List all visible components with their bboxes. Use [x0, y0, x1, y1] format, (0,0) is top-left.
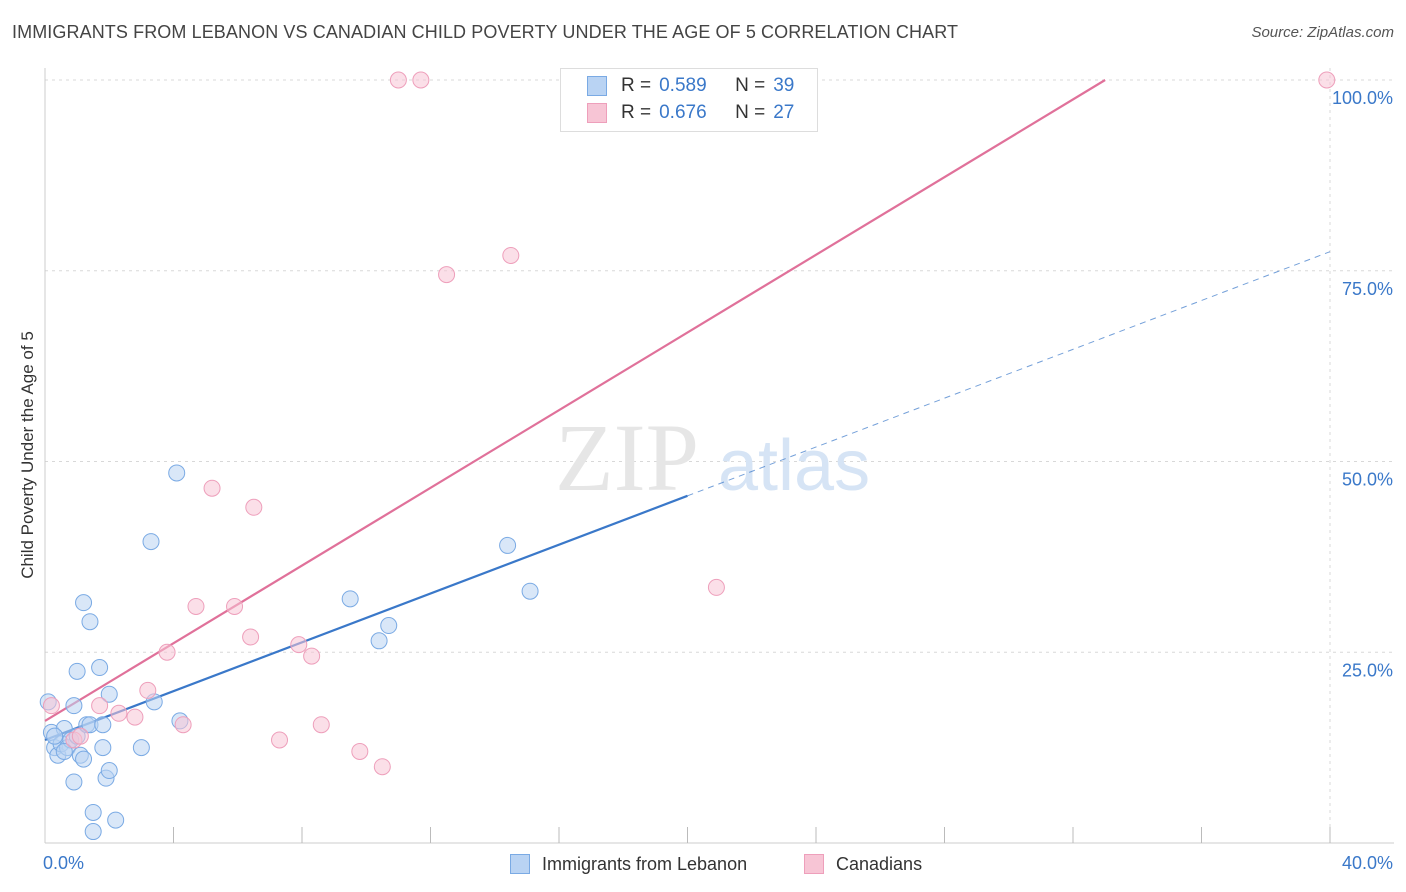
data-point-lebanon — [75, 594, 93, 612]
data-point-canadians — [91, 697, 109, 715]
tick-labels: 25.0% 50.0% 75.0% 100.0% 0.0% 40.0% — [43, 88, 1393, 873]
data-point-lebanon — [521, 582, 539, 600]
n-label: N = — [735, 75, 766, 96]
data-point-canadians — [351, 742, 369, 760]
legend-label-lebanon: Immigrants from Lebanon — [542, 853, 748, 874]
stats-legend-row-blue: R = 0.589 N = 39 — [587, 74, 794, 98]
data-point-canadians — [110, 704, 128, 722]
data-point-canadians — [707, 578, 725, 596]
pink-swatch — [587, 103, 607, 123]
data-point-canadians — [303, 647, 321, 665]
x-tick-label: 40.0% — [1342, 853, 1393, 873]
n-label: N = — [735, 102, 766, 123]
chart-title: IMMIGRANTS FROM LEBANON VS CANADIAN CHIL… — [12, 22, 959, 42]
data-point-lebanon — [81, 613, 99, 631]
data-point-lebanon — [107, 811, 125, 829]
blue-legend-swatch — [510, 854, 530, 874]
data-point-canadians — [226, 597, 244, 615]
axes — [44, 68, 1394, 844]
data-point-lebanon — [380, 617, 398, 635]
data-point-canadians — [389, 71, 407, 89]
legend-label-canadians: Canadians — [836, 853, 923, 874]
watermark-atlas: atlas — [718, 426, 870, 506]
n-value-pink: 27 — [773, 102, 795, 123]
stats-legend-row-pink: R = 0.676 N = 27 — [587, 101, 794, 125]
data-point-canadians — [502, 246, 520, 264]
data-point-lebanon — [91, 659, 109, 677]
blue-swatch — [587, 76, 607, 96]
data-point-canadians — [438, 266, 456, 284]
x-tick-label: 0.0% — [43, 853, 84, 873]
data-point-lebanon — [55, 742, 73, 760]
y-tick-label: 25.0% — [1342, 660, 1393, 680]
data-point-lebanon — [142, 533, 160, 551]
data-point-canadians — [139, 681, 157, 699]
trend-line-canadians — [44, 79, 1106, 722]
data-point-lebanon — [94, 716, 112, 734]
legend-item-canadians[interactable]: Canadians — [804, 850, 922, 878]
r-label: R = — [621, 102, 652, 123]
data-point-canadians — [271, 731, 289, 749]
r-label: R = — [621, 75, 652, 96]
data-point-canadians — [71, 727, 89, 745]
data-point-canadians — [290, 636, 308, 654]
data-point-lebanon — [341, 590, 359, 608]
data-point-lebanon — [499, 536, 517, 554]
data-point-lebanon — [370, 632, 388, 650]
y-tick-label: 100.0% — [1332, 88, 1393, 108]
data-point-canadians — [187, 597, 205, 615]
data-point-lebanon — [68, 662, 86, 680]
source-label: Source: ZipAtlas.com — [1251, 24, 1394, 41]
y-tick-label: 75.0% — [1342, 279, 1393, 299]
trend-line-lebanon-extension — [687, 251, 1331, 497]
n-value-blue: 39 — [773, 75, 795, 96]
y-tick-label: 50.0% — [1342, 470, 1393, 490]
r-value-blue: 0.589 — [659, 75, 707, 96]
data-point-canadians — [412, 71, 430, 89]
data-point-canadians — [1318, 71, 1336, 89]
data-point-canadians — [373, 758, 391, 776]
data-point-lebanon — [168, 464, 186, 482]
data-point-canadians — [126, 708, 144, 726]
r-value-pink: 0.676 — [659, 102, 707, 123]
data-point-lebanon — [46, 727, 64, 745]
data-point-lebanon — [84, 823, 102, 841]
watermark-zip: ZIP — [555, 404, 699, 511]
legend-item-lebanon[interactable]: Immigrants from Lebanon — [510, 850, 747, 878]
data-point-lebanon — [65, 697, 83, 715]
data-point-canadians — [174, 716, 192, 734]
data-point-lebanon — [100, 762, 118, 780]
data-point-canadians — [203, 479, 221, 497]
data-point-canadians — [42, 697, 60, 715]
data-point-canadians — [245, 498, 263, 516]
data-point-lebanon — [75, 750, 93, 768]
stats-legend: R = 0.589 N = 39 R = 0.676 N = 27 — [560, 68, 818, 132]
data-point-lebanon — [84, 803, 102, 821]
data-point-lebanon — [100, 685, 118, 703]
data-point-canadians — [158, 643, 176, 661]
data-point-lebanon — [132, 739, 150, 757]
data-point-lebanon — [65, 773, 83, 791]
data-point-canadians — [312, 716, 330, 734]
watermark: ZIP atlas — [555, 404, 870, 511]
data-point-lebanon — [94, 739, 112, 757]
trend-line-lebanon — [44, 494, 688, 742]
data-point-canadians — [242, 628, 260, 646]
pink-legend-swatch — [804, 854, 824, 874]
